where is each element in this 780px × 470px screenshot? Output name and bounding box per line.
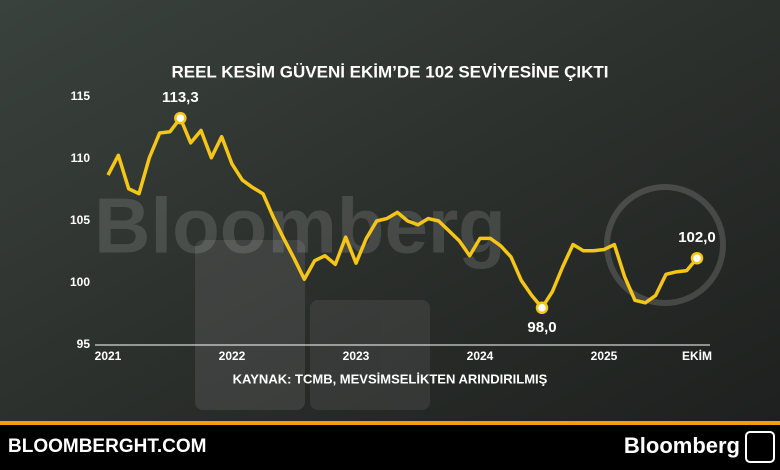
footer-brand: Bloomberg: [624, 433, 740, 458]
x-tick-label: EKİM: [682, 348, 712, 363]
y-tick-label: 115: [71, 89, 91, 103]
watermark: Bloomberg: [94, 182, 506, 270]
data-label: 102,0: [678, 229, 716, 246]
line: [106, 116, 699, 310]
decor: [195, 184, 726, 410]
x-tick-label: 2022: [219, 349, 246, 363]
y-tick-label: 100: [70, 275, 90, 289]
data-label: 113,3: [162, 89, 199, 106]
x-tick-label: 2025: [591, 349, 618, 363]
footer-site: BLOOMBERGHT.COM: [8, 436, 206, 457]
point: [690, 251, 704, 265]
point: [174, 111, 187, 125]
y-tick-label: 110: [71, 151, 91, 165]
footer: [0, 425, 780, 470]
point: [535, 301, 549, 315]
logo: [745, 431, 775, 463]
footer-stripe: [0, 421, 780, 425]
x-tick-label: 2021: [95, 349, 122, 363]
y-tick-label: 95: [77, 337, 91, 351]
y-tick-label: 105: [70, 213, 90, 227]
x-tick-label: 2023: [343, 349, 370, 363]
data-label: 98,0: [527, 319, 556, 336]
x-tick-label: 2024: [467, 349, 494, 363]
source: KAYNAK: TCMB, MEVSİMSELİKTEN ARINDIRILMI…: [233, 371, 548, 386]
chart-title: REEL KESİM GÜVENİ EKİM’DE 102 SEVİYESİNE…: [171, 62, 608, 81]
